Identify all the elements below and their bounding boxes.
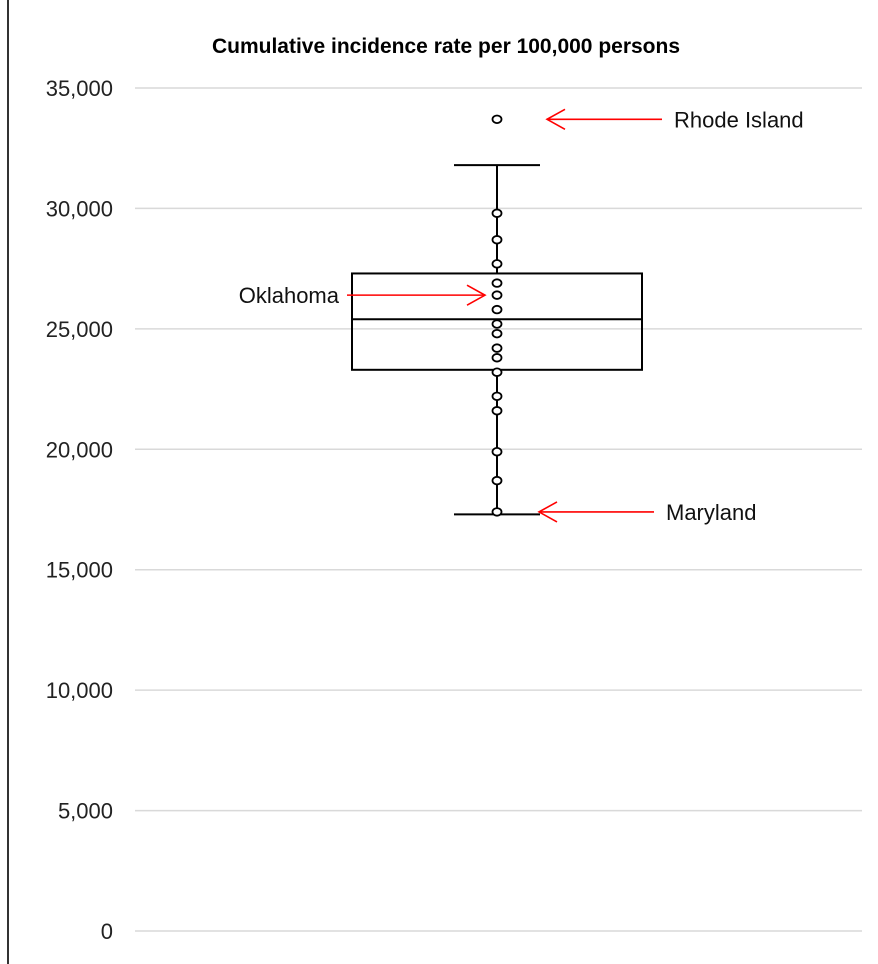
- data-point: [491, 259, 503, 269]
- data-point: [491, 391, 503, 401]
- y-tick-label: 30,000: [46, 196, 113, 221]
- data-point: [491, 319, 503, 329]
- annotation-label: Rhode Island: [674, 107, 804, 132]
- y-tick-label: 0: [101, 919, 113, 944]
- annotation-rhode-island: Rhode Island: [545, 107, 804, 132]
- data-point: [491, 278, 503, 288]
- arrow-head: [537, 501, 558, 523]
- data-point: [491, 208, 503, 218]
- data-point: [491, 328, 503, 339]
- data-point: [491, 475, 503, 486]
- chart-title: Cumulative incidence rate per 100,000 pe…: [212, 35, 680, 58]
- data-point: [491, 507, 503, 517]
- y-tick-label: 10,000: [46, 678, 113, 703]
- annotation-maryland: Maryland: [537, 500, 756, 525]
- y-tick-label: 35,000: [46, 76, 113, 101]
- data-point: [491, 235, 503, 245]
- data-point: [491, 406, 503, 416]
- data-point: [491, 343, 503, 353]
- arrow-head: [545, 108, 566, 131]
- y-tick-label: 25,000: [46, 317, 113, 342]
- y-tick-label: 20,000: [46, 437, 113, 462]
- data-point: [491, 446, 503, 457]
- data-point: [491, 367, 503, 377]
- data-point: [491, 290, 503, 300]
- arrow-head: [466, 284, 487, 306]
- data-points: [491, 114, 503, 517]
- y-tick-label: 15,000: [46, 558, 113, 583]
- annotations: Rhode Island Oklahoma Maryland: [239, 107, 804, 525]
- data-point: [491, 353, 503, 363]
- annotation-label: Maryland: [666, 500, 756, 525]
- annotation-label: Oklahoma: [239, 283, 340, 308]
- y-axis-ticks: 0 5,000 10,000 15,000 20,000 25,000 30,000 35,0…: [46, 76, 113, 944]
- data-point: [491, 304, 503, 315]
- y-tick-label: 5,000: [58, 799, 113, 824]
- data-point: [491, 114, 503, 125]
- annotation-oklahoma: Oklahoma: [239, 283, 487, 308]
